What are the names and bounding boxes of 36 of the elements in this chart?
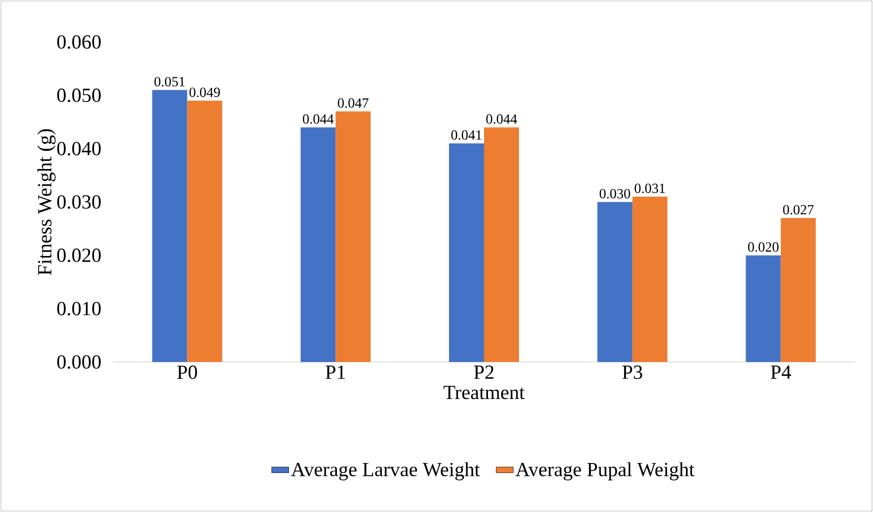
y-tick-label: 0.030	[57, 195, 101, 209]
data-label: 0.049	[189, 88, 220, 98]
bar	[597, 202, 632, 362]
x-axis-title: Treatment	[444, 386, 525, 400]
data-label: 0.031	[634, 184, 665, 194]
x-tick-label: P2	[474, 366, 494, 379]
y-tick-label: 0.060	[57, 35, 101, 49]
x-tick-label: P1	[326, 366, 345, 379]
data-label: 0.051	[154, 76, 185, 86]
bar	[780, 218, 816, 362]
x-tick-label: P3	[622, 366, 642, 379]
y-tick-label: 0.020	[57, 248, 101, 262]
x-tick-label: P4	[770, 366, 792, 379]
bar	[187, 100, 222, 362]
bar	[336, 111, 371, 362]
data-label: 0.041	[451, 130, 482, 140]
bar	[300, 127, 336, 362]
bar	[484, 127, 520, 362]
y-tick-label: 0.040	[57, 142, 101, 156]
data-label: 0.027	[783, 204, 814, 214]
data-label: 0.030	[600, 188, 630, 198]
bar	[632, 196, 668, 362]
bar	[449, 143, 484, 362]
x-tick-label: P0	[177, 366, 197, 380]
bar	[746, 255, 781, 362]
legend-label: Average Larvae Weight	[291, 462, 480, 480]
bar	[152, 90, 188, 362]
data-label: 0.044	[302, 114, 334, 124]
y-tick-label: 0.010	[57, 302, 101, 316]
data-label: 0.020	[748, 242, 779, 252]
y-axis-title: Fitness Weight (g)	[37, 129, 56, 276]
data-label: 0.044	[486, 114, 518, 124]
legend-label: Average Pupal Weight	[516, 462, 694, 480]
y-tick-label: 0.000	[57, 355, 101, 369]
data-label: 0.047	[338, 98, 368, 108]
y-tick-label: 0.050	[57, 88, 101, 102]
